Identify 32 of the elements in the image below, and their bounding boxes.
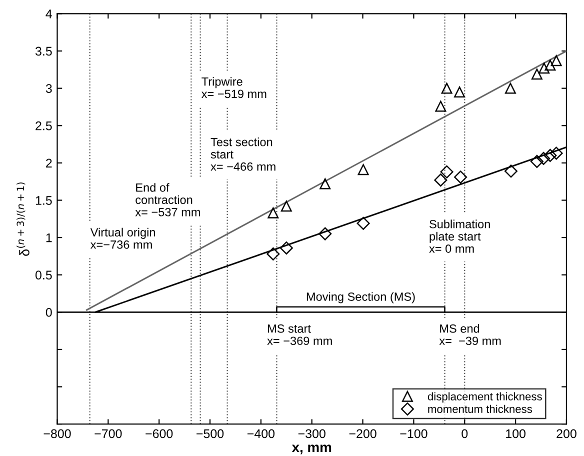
ref-line-label: Test section start x= −466 mm <box>210 138 276 171</box>
legend-label: displacement thickness <box>428 392 542 403</box>
ref-line-label: MS end x= −39 mm <box>439 324 501 346</box>
annotation: Moving Section (MS) <box>306 292 415 304</box>
x-tick-label: −100 <box>400 429 428 438</box>
x-tick-label: −800 <box>44 429 71 438</box>
ref-line-label: End of contraction x= −537 mm <box>135 183 200 216</box>
x-tick-label: −500 <box>196 429 224 438</box>
ref-line-label: Sublimation plate start x= 0 mm <box>429 220 490 253</box>
ref-line-label: Tripwire x= −519 mm <box>201 77 266 98</box>
x-tick-label: −200 <box>349 429 376 438</box>
x-tick-label: −600 <box>146 429 173 438</box>
y-tick-label: 1.5 <box>36 196 52 205</box>
x-tick-label: −700 <box>94 429 122 438</box>
y-tick-label: 0.5 <box>35 270 52 280</box>
x-tick-label: 100 <box>506 429 526 438</box>
y-tick-label: 1 <box>46 233 52 242</box>
x-tick-label: 0 <box>462 429 468 438</box>
ref-line-label: Virtual origin x=−736 mm <box>90 228 155 249</box>
ref-line-label: MS start x= −369 mm <box>267 324 332 346</box>
x-axis-title: x, mm <box>292 444 332 454</box>
x-tick-label: 200 <box>556 429 576 438</box>
x-tick-label: −300 <box>298 429 326 438</box>
y-tick-label: 3 <box>46 84 52 93</box>
y-tick-label: 0 <box>46 308 52 317</box>
y-tick-label: 4 <box>46 10 52 18</box>
y-tick-label: 3.5 <box>35 46 52 56</box>
x-tick-label: −400 <box>247 429 275 438</box>
legend-label: momentum thickness <box>428 404 532 413</box>
y-tick-label: 2.5 <box>36 121 52 130</box>
y-tick-label: 2 <box>46 158 52 168</box>
y-axis-title: δ$^{(n+3)/(n+1)}$ <box>16 182 30 256</box>
